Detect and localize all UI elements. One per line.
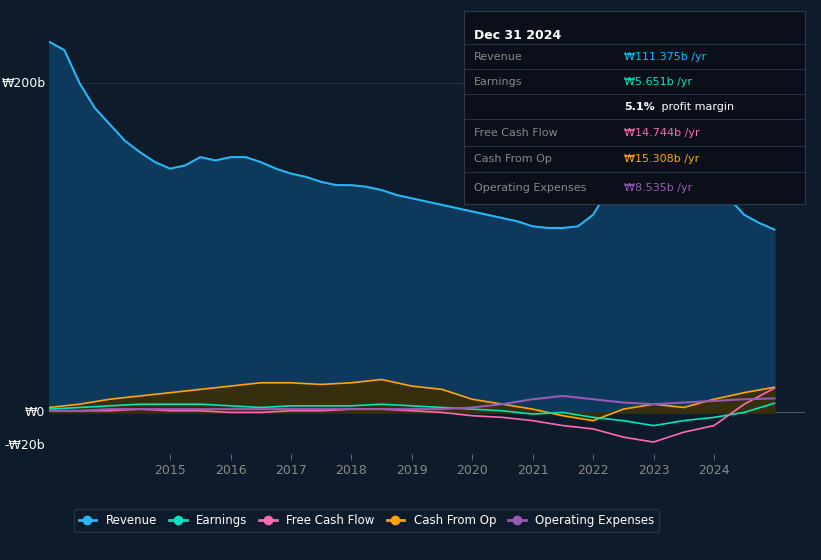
- Text: Dec 31 2024: Dec 31 2024: [474, 29, 562, 41]
- Text: ₩5.651b /yr: ₩5.651b /yr: [624, 77, 692, 87]
- Text: ₩15.308b /yr: ₩15.308b /yr: [624, 154, 699, 164]
- Text: Revenue: Revenue: [474, 52, 523, 62]
- Text: 5.1%: 5.1%: [624, 102, 655, 112]
- Text: ₩8.535b /yr: ₩8.535b /yr: [624, 183, 692, 193]
- Legend: Revenue, Earnings, Free Cash Flow, Cash From Op, Operating Expenses: Revenue, Earnings, Free Cash Flow, Cash …: [74, 509, 659, 531]
- Text: -₩20b: -₩20b: [5, 439, 45, 452]
- Text: profit margin: profit margin: [658, 102, 734, 112]
- Text: ₩111.375b /yr: ₩111.375b /yr: [624, 52, 706, 62]
- Text: Operating Expenses: Operating Expenses: [474, 183, 586, 193]
- Text: ₩0: ₩0: [25, 406, 45, 419]
- Text: Cash From Op: Cash From Op: [474, 154, 552, 164]
- Text: ₩200b: ₩200b: [2, 77, 45, 90]
- Text: ₩14.744b /yr: ₩14.744b /yr: [624, 128, 699, 138]
- Text: Earnings: Earnings: [474, 77, 523, 87]
- Text: Free Cash Flow: Free Cash Flow: [474, 128, 557, 138]
